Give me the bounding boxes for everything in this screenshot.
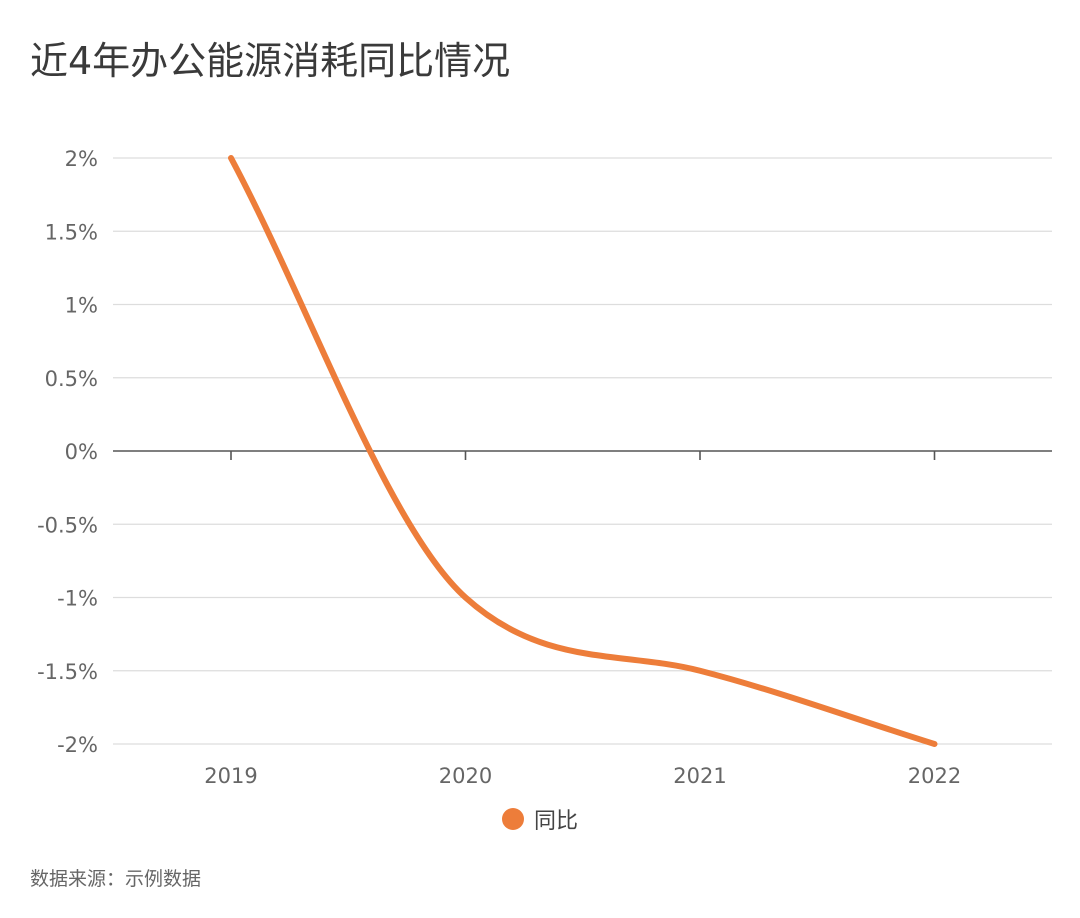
y-tick-label: 1.5%: [45, 220, 98, 244]
x-tick-label: 2020: [439, 764, 492, 788]
y-tick-label: 0%: [65, 440, 98, 464]
x-tick-label: 2022: [908, 764, 961, 788]
x-axis: [113, 450, 1052, 460]
y-tick-label: 1%: [65, 294, 98, 318]
source-note: 数据来源：示例数据: [30, 868, 202, 890]
legend-label: 同比: [533, 809, 578, 834]
y-tick-label: -0.5%: [37, 513, 98, 537]
x-tick-labels: 2019 2020 2021 2022: [204, 764, 961, 788]
y-tick-label: 2%: [65, 147, 98, 171]
legend: 同比: [0, 803, 1080, 835]
y-tick-labels: 2% 1.5% 1% 0.5% 0% -0.5% -1% -1.5% -2%: [37, 147, 98, 757]
series-line-0: [228, 155, 938, 747]
chart-title: 近4年办公能源消耗同比情况: [30, 39, 511, 83]
y-tick-label: 0.5%: [45, 367, 98, 391]
legend-swatch: [501, 808, 524, 830]
y-tick-label: -2%: [57, 733, 98, 757]
x-tick-label: 2021: [673, 764, 726, 788]
series-lines: [228, 155, 938, 747]
y-tick-label: -1.5%: [37, 660, 98, 684]
x-tick-label: 2019: [204, 764, 257, 788]
y-tick-label: -1%: [57, 587, 98, 611]
